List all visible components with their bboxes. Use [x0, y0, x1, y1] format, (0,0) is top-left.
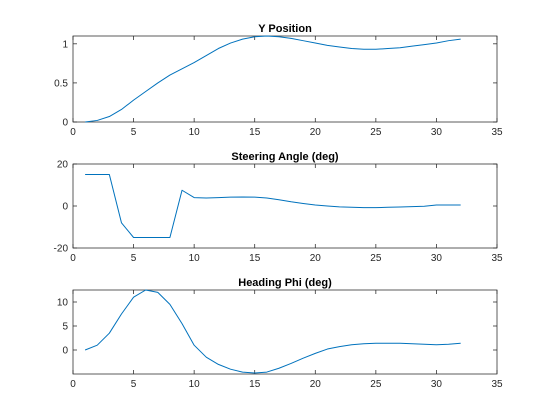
x-tick-label: 0	[70, 379, 76, 390]
y-tick-label: 0	[62, 346, 68, 357]
x-tick-label: 20	[310, 253, 322, 264]
y-tick-label: 20	[57, 160, 69, 171]
y-tick-label: 0	[62, 202, 68, 213]
x-tick-label: 15	[249, 127, 261, 138]
x-tick-label: 15	[249, 253, 261, 264]
series-line-1	[85, 35, 461, 123]
x-tick-label: 25	[370, 379, 382, 390]
y-tick-label: 5	[62, 322, 68, 333]
series-line-1	[84, 289, 461, 374]
y-tick-label: 0	[62, 118, 68, 129]
axes-box	[72, 289, 498, 375]
subplot-3: Heading Phi (deg) 0 5 10 15 20 25 30 35 0 5 10	[57, 277, 503, 390]
series-line-1	[85, 174, 461, 238]
x-tick-label: 35	[491, 253, 503, 264]
x-tick-label: 5	[131, 253, 137, 264]
x-tick-label: 10	[189, 127, 201, 138]
x-tick-label: 25	[370, 253, 382, 264]
x-tick-label: 5	[131, 127, 137, 138]
x-tick-label: 25	[370, 127, 382, 138]
x-tick-label: 35	[491, 127, 503, 138]
chart-title: Y Position	[258, 23, 312, 35]
x-tick-label: 10	[189, 253, 201, 264]
x-tick-label: 30	[431, 253, 443, 264]
y-tick-label: 1	[62, 39, 68, 50]
x-tick-label: 15	[249, 379, 261, 390]
x-tick-label: 35	[491, 379, 503, 390]
chart-title: Steering Angle (deg)	[231, 151, 338, 163]
subplot-1: Y Position 0 5 10 15 20 25 30 35 0 0.5 1	[54, 23, 503, 138]
x-tick-label: 0	[70, 127, 76, 138]
x-tick-label: 20	[310, 379, 322, 390]
y-tick-label: -20	[54, 244, 69, 255]
x-tick-label: 30	[431, 379, 443, 390]
y-tick-label: 10	[57, 298, 69, 309]
y-tick-label: 0.5	[54, 78, 68, 89]
x-tick-label: 5	[131, 379, 137, 390]
x-tick-label: 0	[70, 253, 76, 264]
x-tick-label: 30	[431, 127, 443, 138]
axes-box	[72, 35, 498, 123]
x-tick-label: 10	[189, 379, 201, 390]
chart-title: Heading Phi (deg)	[238, 277, 332, 289]
axes-box	[72, 163, 498, 249]
x-tick-label: 20	[310, 127, 322, 138]
